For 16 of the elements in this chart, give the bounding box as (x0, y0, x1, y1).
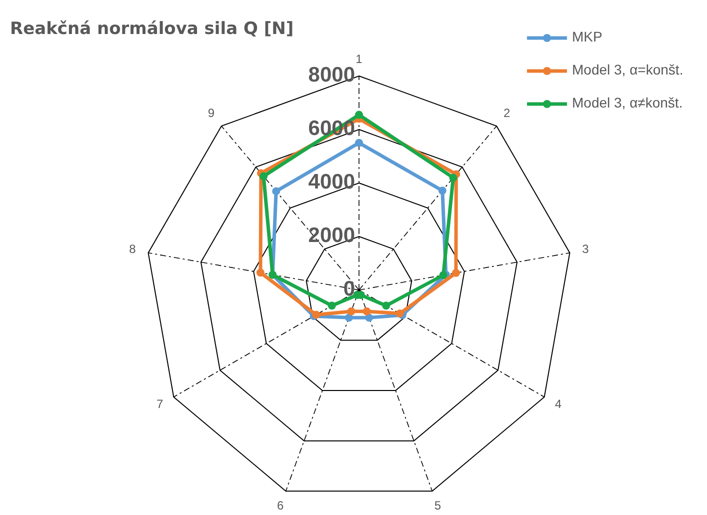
y-tick-label: 4000 (308, 170, 355, 194)
y-tick-label: 8000 (308, 64, 355, 87)
spoke-label: 4 (554, 397, 562, 412)
chart-title: Reakčná normálova sila Q [N] (10, 19, 294, 39)
spoke-label: 1 (356, 52, 363, 66)
spoke-label: 9 (208, 106, 215, 120)
spoke-label: 7 (156, 397, 164, 412)
spoke-label: 8 (129, 242, 136, 256)
legend-label: Model 3, α=konšt. (572, 62, 684, 78)
spoke-label: 3 (582, 242, 590, 256)
spoke-label: 5 (434, 498, 442, 512)
spoke-label: 2 (503, 106, 510, 120)
spoke-label: 6 (276, 498, 284, 512)
y-tick-label: 2000 (308, 224, 355, 248)
legend-label: Model 3, α≠konšt. (572, 94, 683, 111)
legend-label: MKP (572, 28, 602, 45)
